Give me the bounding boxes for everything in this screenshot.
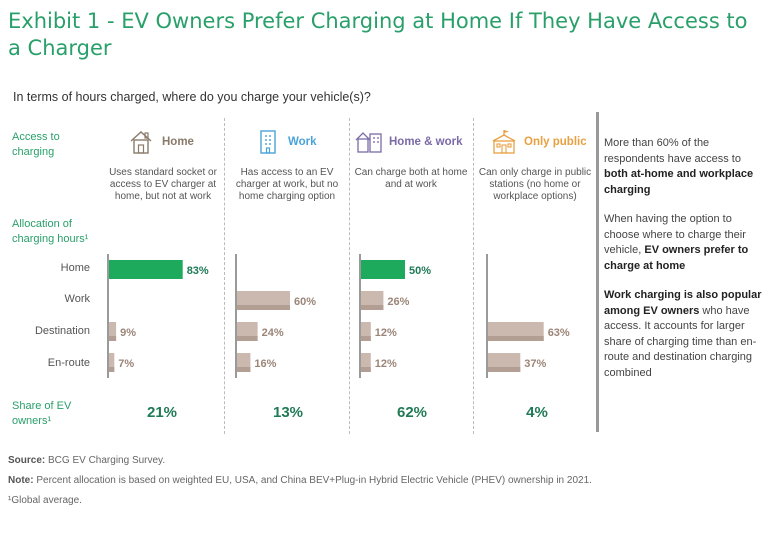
- share-value-home-and-work: 62%: [396, 404, 428, 421]
- bar-shadow: [360, 305, 384, 310]
- share-value-work: 13%: [272, 404, 304, 421]
- bar-value-label: 16%: [254, 358, 276, 370]
- office-building-icon: [260, 130, 276, 154]
- bar-shadow: [360, 367, 371, 372]
- allocation-label: Allocation of charging hours¹: [12, 218, 89, 245]
- bar-work-destination: 24%: [236, 322, 284, 341]
- bar-shadow: [236, 336, 258, 341]
- sidebar-paragraph: Work charging is also popular among EV o…: [604, 289, 762, 379]
- bar-shadow: [360, 336, 371, 341]
- bar-value-label: 50%: [409, 265, 431, 277]
- axis-line: [359, 254, 361, 378]
- bar-home-work-destination: 12%: [360, 322, 397, 341]
- bar-value-label: 26%: [387, 296, 409, 308]
- column-header-work: Work: [258, 126, 317, 158]
- column-description-only-public: Can only charge in public stations (no h…: [478, 167, 592, 202]
- house-icon: [130, 131, 152, 154]
- sidebar-commentary: More than 60% of the respondents have ac…: [604, 136, 762, 395]
- row-label-home: Home: [60, 262, 90, 274]
- bar-only-public-en-route: 37%: [487, 353, 547, 372]
- bar: [360, 353, 371, 372]
- column-description-work: Has access to an EV charger at work, but…: [235, 167, 339, 202]
- access-label: Access to charging: [12, 131, 60, 158]
- bar-home-destination: 9%: [108, 322, 136, 341]
- column-header-only-public: Only public: [490, 126, 587, 158]
- column-header-home-and-work: Home & work: [355, 126, 463, 158]
- bar-shadow: [487, 336, 544, 341]
- share-value-home: 21%: [146, 404, 178, 421]
- bar-only-public-destination: 63%: [487, 322, 570, 341]
- chart-title: Exhibit 1 - EV Owners Prefer Charging at…: [8, 9, 748, 60]
- axis-line: [107, 254, 109, 378]
- axis-line: [486, 254, 488, 378]
- column-divider: [224, 118, 225, 434]
- bar-home-work-en-route: 12%: [360, 353, 397, 372]
- bar-value-label: 60%: [294, 296, 316, 308]
- bar-shadow: [487, 367, 521, 372]
- bar-work-en-route: 16%: [236, 353, 277, 372]
- bar-home-work-work: 26%: [360, 291, 410, 310]
- column-name-work: Work: [288, 136, 317, 148]
- bar-shadow: [236, 367, 251, 372]
- bar-value-label: 12%: [375, 327, 397, 339]
- column-description-home-and-work: Can charge both at home and at work: [354, 167, 468, 190]
- axis-line: [235, 254, 237, 378]
- sidebar-paragraph: When having the option to choose where t…: [604, 213, 749, 272]
- sidebar-accent-bar: [596, 112, 599, 432]
- chart-subtitle: In terms of hours charged, where do you …: [13, 90, 371, 104]
- bar: [360, 322, 371, 341]
- row-label-destination: Destination: [34, 325, 90, 337]
- row-label-en-route: En-route: [47, 357, 90, 369]
- column-name-home: Home: [162, 136, 194, 148]
- bar-home-home: 83%: [108, 260, 209, 279]
- bar: [108, 260, 183, 279]
- column-name-only-public: Only public: [524, 136, 587, 148]
- row-label-work: Work: [64, 293, 90, 305]
- sidebar-paragraph: More than 60% of the respondents have ac…: [604, 137, 754, 196]
- column-header-home: Home: [128, 126, 194, 158]
- share-value-only-public: 4%: [526, 404, 548, 421]
- column-description-home: Uses standard socket or access to EV cha…: [109, 167, 217, 202]
- column-divider: [349, 118, 350, 434]
- column-divider: [473, 118, 474, 434]
- note: Note: Percent allocation is based on wei…: [8, 475, 592, 486]
- bar-work-work: 60%: [236, 291, 316, 310]
- global-average-note: ¹Global average.: [8, 495, 82, 506]
- column-name-home-and-work: Home & work: [389, 136, 463, 148]
- bar-value-label: 83%: [187, 265, 209, 277]
- bar-value-label: 7%: [118, 358, 134, 370]
- public-building-icon: [492, 130, 516, 154]
- bar: [108, 353, 115, 372]
- source-note: Source: BCG EV Charging Survey.: [8, 455, 166, 466]
- bar-value-label: 12%: [375, 358, 397, 370]
- bar-shadow: [108, 336, 117, 341]
- bar-chart: 83% 9% 7% 60% 24% 16% 50% 26% 12% 12% 63% 37%: [108, 260, 570, 372]
- bar-shadow: [108, 367, 115, 372]
- house-and-office-icon: [355, 132, 382, 153]
- bar-shadow: [236, 305, 290, 310]
- bar: [108, 322, 117, 341]
- bar: [360, 260, 405, 279]
- bar-home-en-route: 7%: [108, 353, 134, 372]
- bar-value-label: 63%: [548, 327, 570, 339]
- bar-home-work-home: 50%: [360, 260, 431, 279]
- share-label: Share of EV owners¹: [12, 400, 72, 427]
- bar-value-label: 37%: [524, 358, 546, 370]
- bar-value-label: 24%: [262, 327, 284, 339]
- bar-value-label: 9%: [120, 327, 136, 339]
